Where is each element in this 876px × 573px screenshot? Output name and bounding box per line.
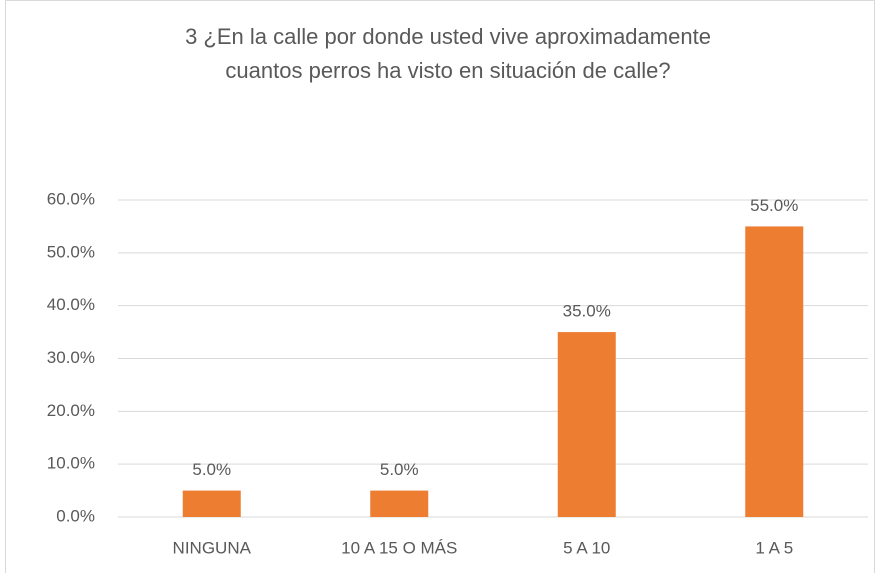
x-tick-label: 5 A 10 xyxy=(563,538,610,557)
data-label: 5.0% xyxy=(192,460,231,479)
x-tick-label: NINGUNA xyxy=(173,538,252,557)
y-tick-label: 10.0% xyxy=(47,454,95,473)
bar xyxy=(370,490,429,517)
y-tick-label: 60.0% xyxy=(47,189,95,208)
y-tick-label: 40.0% xyxy=(47,295,95,314)
x-tick-label: 1 A 5 xyxy=(755,538,793,557)
x-tick-label: 10 A 15 O MÁS xyxy=(341,538,457,557)
y-tick-label: 50.0% xyxy=(47,242,95,261)
chart-title: 3 ¿En la calle por donde usted vive apro… xyxy=(185,24,711,49)
y-tick-label: 20.0% xyxy=(47,401,95,420)
y-tick-label: 30.0% xyxy=(47,348,95,367)
bar xyxy=(182,490,241,517)
data-label: 35.0% xyxy=(563,302,611,321)
bar xyxy=(745,226,804,517)
chart-border xyxy=(5,0,875,573)
y-tick-label: 0.0% xyxy=(56,506,95,525)
bar xyxy=(557,332,616,517)
data-label: 5.0% xyxy=(380,460,419,479)
chart-title: cuantos perros ha visto en situación de … xyxy=(225,58,670,83)
data-label: 55.0% xyxy=(750,196,798,215)
